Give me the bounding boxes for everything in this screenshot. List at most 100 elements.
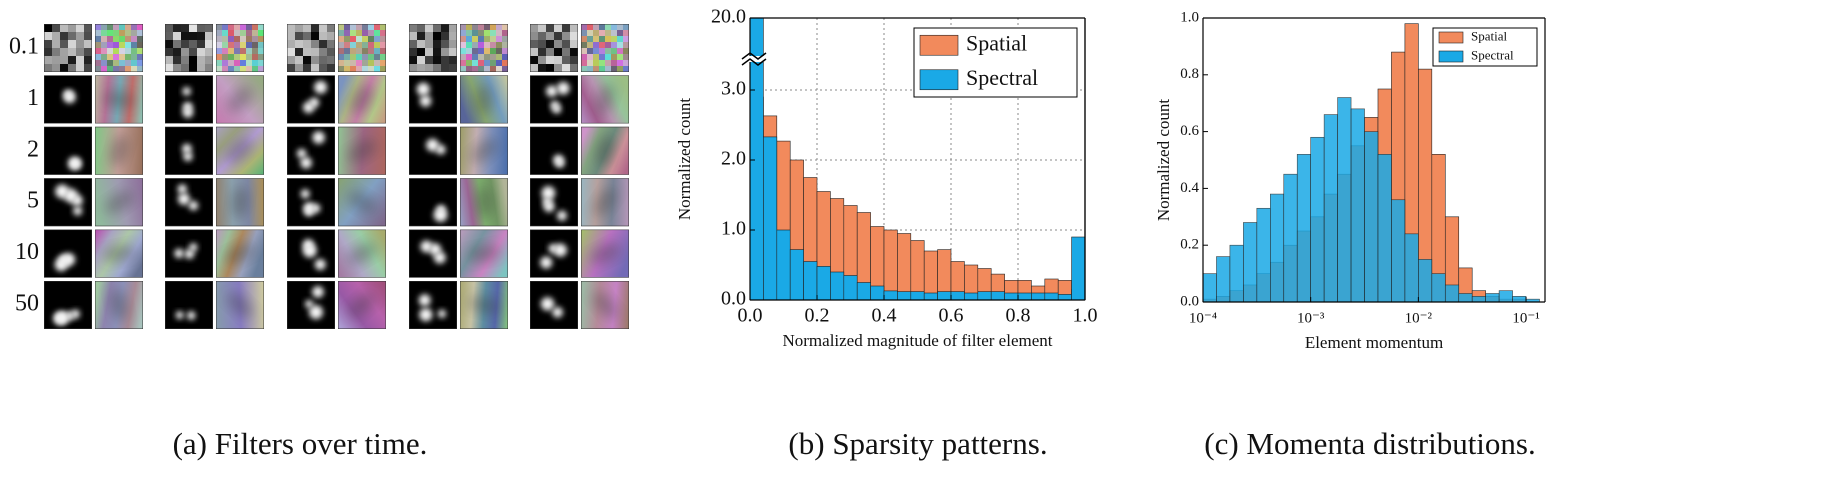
x-tick-label: 10⁻² (1405, 310, 1433, 326)
noise-pixel (119, 30, 125, 36)
noise-pixel (197, 48, 205, 56)
noise-pixel (173, 64, 181, 72)
caption: (a) Filters over time. (173, 426, 428, 461)
noise-pixel (303, 48, 311, 56)
noise-pixel (449, 64, 457, 72)
noise-pixel (137, 36, 143, 42)
filter-cell (165, 24, 213, 72)
noise-pixel (496, 24, 502, 30)
filter-cell (338, 178, 386, 227)
noise-pixel (611, 36, 617, 42)
noise-pixel (466, 54, 472, 60)
noise-pixel (374, 60, 380, 66)
filter-cell (409, 229, 457, 278)
noise-pixel (466, 36, 472, 42)
noise-pixel (165, 32, 173, 40)
filter-cell (460, 24, 508, 72)
bar (964, 292, 979, 301)
noise-pixel (374, 48, 380, 54)
noise-pixel (368, 60, 374, 66)
blob (540, 297, 555, 311)
noise-pixel (417, 32, 425, 40)
cell-bg (409, 178, 457, 227)
noise-pixel (107, 24, 113, 30)
noise-pixel (125, 36, 131, 42)
noise-pixel (433, 48, 441, 56)
y-tick-label: 0.2 (1180, 237, 1199, 253)
noise-pixel (216, 24, 222, 30)
noise-pixel (599, 36, 605, 42)
bar (870, 285, 885, 301)
noise-pixel (101, 42, 107, 48)
noise-pixel (52, 56, 60, 64)
noise-pixel (380, 54, 386, 60)
noise-pixel (546, 56, 554, 64)
noise-pixel (52, 64, 60, 72)
filter-cell (216, 178, 264, 227)
noise-pixel (44, 48, 52, 56)
noise-pixel (425, 64, 433, 72)
noise-pixel (554, 56, 562, 64)
cell-bg (287, 178, 335, 227)
noise-pixel (538, 40, 546, 48)
blob (175, 311, 184, 320)
noise-pixel (368, 36, 374, 42)
noise-pixel (466, 48, 472, 54)
noise-pixel (617, 60, 623, 66)
cell-bg (409, 281, 457, 329)
noise-pixel (84, 32, 92, 40)
color-blob (103, 91, 135, 108)
legend-swatch (919, 34, 959, 56)
noise-pixel (228, 36, 234, 42)
cell-bg (44, 281, 92, 329)
color-blob (590, 243, 620, 264)
filter-cell (530, 75, 578, 124)
noise-pixel (205, 24, 213, 32)
noise-pixel (362, 36, 368, 42)
noise-pixel (246, 60, 252, 66)
noise-pixel (173, 48, 181, 56)
filter-cell (216, 281, 264, 329)
noise-pixel (472, 54, 478, 60)
noise-pixel (319, 48, 327, 56)
noise-pixel (234, 48, 240, 54)
noise-pixel (344, 48, 350, 54)
noise-pixel (60, 40, 68, 48)
noise-pixel (165, 40, 173, 48)
noise-pixel (562, 24, 570, 32)
noise-pixel (538, 64, 546, 72)
noise-pixel (570, 40, 578, 48)
noise-pixel (101, 66, 107, 72)
color-blob (351, 84, 373, 114)
noise-pixel (119, 60, 125, 66)
noise-pixel (362, 30, 368, 36)
noise-pixel (611, 48, 617, 54)
noise-pixel (581, 48, 587, 54)
noise-pixel (303, 24, 311, 32)
noise-pixel (593, 30, 599, 36)
filter-cell (338, 126, 386, 175)
blob (63, 89, 73, 99)
noise-pixel (131, 24, 137, 30)
blob (540, 256, 553, 269)
noise-pixel (107, 42, 113, 48)
noise-pixel (295, 56, 303, 64)
noise-pixel (546, 48, 554, 56)
bar (910, 291, 925, 301)
bar (1017, 292, 1032, 301)
color-blob (231, 186, 249, 219)
bar (990, 291, 1005, 301)
noise-pixel (95, 24, 101, 30)
bar (1071, 236, 1086, 301)
noise-pixel (433, 32, 441, 40)
noise-pixel (181, 48, 189, 56)
bar (1256, 207, 1271, 303)
noise-pixel (246, 24, 252, 30)
noise-pixel (490, 30, 496, 36)
blob (189, 243, 198, 252)
noise-pixel (137, 60, 143, 66)
noise-pixel (234, 42, 240, 48)
noise-pixel (181, 32, 189, 40)
noise-pixel (205, 48, 213, 56)
filter-cell (44, 24, 92, 72)
